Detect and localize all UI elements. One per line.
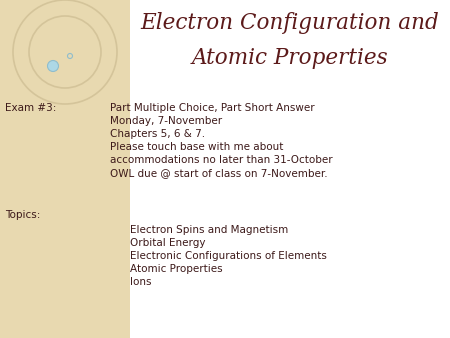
Text: Atomic Properties: Atomic Properties (130, 264, 223, 274)
Text: Chapters 5, 6 & 7.: Chapters 5, 6 & 7. (110, 129, 205, 139)
Text: accommodations no later than 31-October: accommodations no later than 31-October (110, 155, 333, 165)
Text: Electronic Configurations of Elements: Electronic Configurations of Elements (130, 251, 327, 261)
Text: Monday, 7-November: Monday, 7-November (110, 116, 222, 126)
Bar (0, 0, 130, 338)
Circle shape (48, 61, 58, 72)
Text: Part Multiple Choice, Part Short Answer: Part Multiple Choice, Part Short Answer (110, 103, 315, 113)
Text: Ions: Ions (130, 277, 152, 287)
Text: Orbital Energy: Orbital Energy (130, 238, 206, 248)
Text: Atomic Properties: Atomic Properties (192, 47, 388, 69)
Text: Topics:: Topics: (5, 210, 40, 220)
Text: Electron Configuration and: Electron Configuration and (140, 12, 439, 34)
Text: Electron Spins and Magnetism: Electron Spins and Magnetism (130, 225, 288, 235)
Text: Exam #3:: Exam #3: (5, 103, 56, 113)
Text: Please touch base with me about: Please touch base with me about (110, 142, 284, 152)
Text: OWL due @ start of class on 7-November.: OWL due @ start of class on 7-November. (110, 168, 328, 178)
